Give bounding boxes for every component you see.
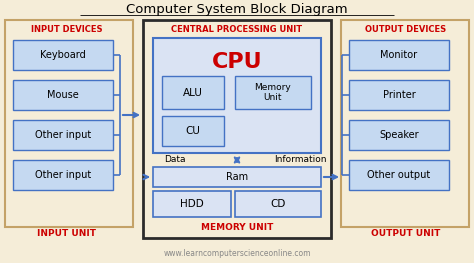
Text: OUTPUT UNIT: OUTPUT UNIT <box>371 229 441 237</box>
Text: MEMORY UNIT: MEMORY UNIT <box>201 222 273 231</box>
Bar <box>13 40 113 70</box>
Text: www.learncomputerscienceonline.com: www.learncomputerscienceonline.com <box>163 250 311 259</box>
Bar <box>341 20 469 227</box>
Text: Information: Information <box>274 155 326 164</box>
Bar <box>13 120 113 150</box>
Bar <box>235 76 311 109</box>
Text: Speaker: Speaker <box>379 130 419 140</box>
Text: Monitor: Monitor <box>381 50 418 60</box>
Text: OUTPUT DEVICES: OUTPUT DEVICES <box>365 24 447 33</box>
Bar <box>143 20 331 238</box>
Text: Ram: Ram <box>226 172 248 182</box>
Bar <box>162 116 224 146</box>
Text: Printer: Printer <box>383 90 415 100</box>
Text: Memory
Unit: Memory Unit <box>255 83 292 102</box>
Bar <box>153 167 321 187</box>
Text: INPUT UNIT: INPUT UNIT <box>37 229 97 237</box>
Bar <box>162 76 224 109</box>
Text: INPUT DEVICES: INPUT DEVICES <box>31 24 103 33</box>
Text: HDD: HDD <box>180 199 204 209</box>
Text: Mouse: Mouse <box>47 90 79 100</box>
Bar <box>349 80 449 110</box>
Text: Data: Data <box>164 155 186 164</box>
Text: CPU: CPU <box>212 52 262 72</box>
Text: Computer System Block Diagram: Computer System Block Diagram <box>126 3 348 16</box>
Text: Other input: Other input <box>35 130 91 140</box>
Text: CD: CD <box>270 199 286 209</box>
Bar <box>349 40 449 70</box>
Text: Other input: Other input <box>35 170 91 180</box>
Bar <box>5 20 133 227</box>
Bar <box>13 160 113 190</box>
Text: Other output: Other output <box>367 170 430 180</box>
Bar <box>13 80 113 110</box>
Bar <box>349 160 449 190</box>
Text: Keyboard: Keyboard <box>40 50 86 60</box>
Bar <box>349 120 449 150</box>
Bar <box>235 191 321 217</box>
Text: CENTRAL PROCESSING UNIT: CENTRAL PROCESSING UNIT <box>172 26 302 34</box>
Bar <box>153 191 231 217</box>
Text: CU: CU <box>185 126 201 136</box>
Bar <box>153 38 321 153</box>
Text: ALU: ALU <box>183 88 203 98</box>
